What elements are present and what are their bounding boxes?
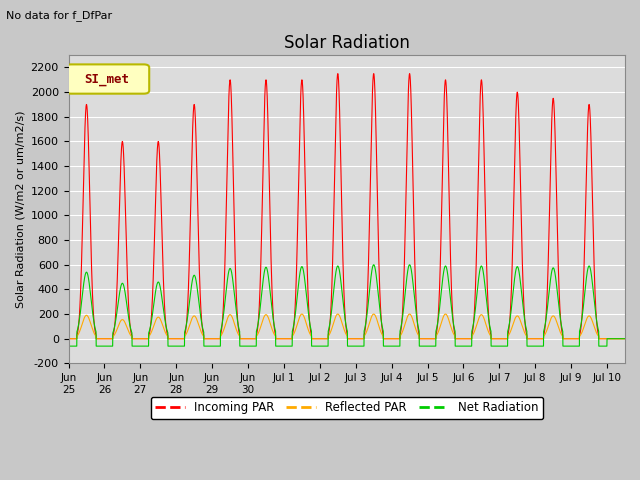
Reflected PAR [317, 336, 325, 342]
Net Radiation [317, 343, 325, 349]
Incoming PAR [380, 336, 387, 342]
FancyBboxPatch shape [66, 64, 149, 94]
Title: Solar Radiation: Solar Radiation [284, 34, 410, 52]
Net Radiation [380, 343, 387, 349]
Net Radiation [370, 262, 378, 268]
Reflected PAR [380, 336, 387, 342]
Reflected PAR [616, 336, 624, 342]
Reflected PAR [621, 336, 628, 342]
Incoming PAR [305, 312, 313, 318]
Line: Reflected PAR: Reflected PAR [68, 314, 625, 339]
Reflected PAR [305, 329, 313, 335]
Line: Incoming PAR: Incoming PAR [68, 73, 625, 339]
Net Radiation [621, 336, 628, 342]
Incoming PAR [616, 336, 624, 342]
Reflected PAR [333, 312, 340, 318]
Incoming PAR [621, 336, 628, 342]
Net Radiation [504, 343, 511, 349]
Incoming PAR [333, 88, 340, 94]
Text: SI_met: SI_met [84, 72, 129, 86]
Net Radiation [333, 265, 340, 271]
Incoming PAR [317, 336, 325, 342]
Incoming PAR [65, 336, 72, 342]
Reflected PAR [504, 336, 511, 342]
X-axis label: Time: Time [332, 397, 362, 410]
Incoming PAR [504, 336, 511, 342]
Reflected PAR [298, 311, 306, 317]
Legend: Incoming PAR, Reflected PAR, Net Radiation: Incoming PAR, Reflected PAR, Net Radiati… [150, 396, 543, 419]
Net Radiation [616, 336, 624, 342]
Text: No data for f_DfPar: No data for f_DfPar [6, 10, 113, 21]
Net Radiation [305, 316, 313, 322]
Incoming PAR [334, 71, 342, 76]
Line: Net Radiation: Net Radiation [68, 265, 625, 346]
Y-axis label: Solar Radiation (W/m2 or um/m2/s): Solar Radiation (W/m2 or um/m2/s) [15, 110, 25, 308]
Net Radiation [65, 343, 72, 349]
Reflected PAR [65, 336, 72, 342]
